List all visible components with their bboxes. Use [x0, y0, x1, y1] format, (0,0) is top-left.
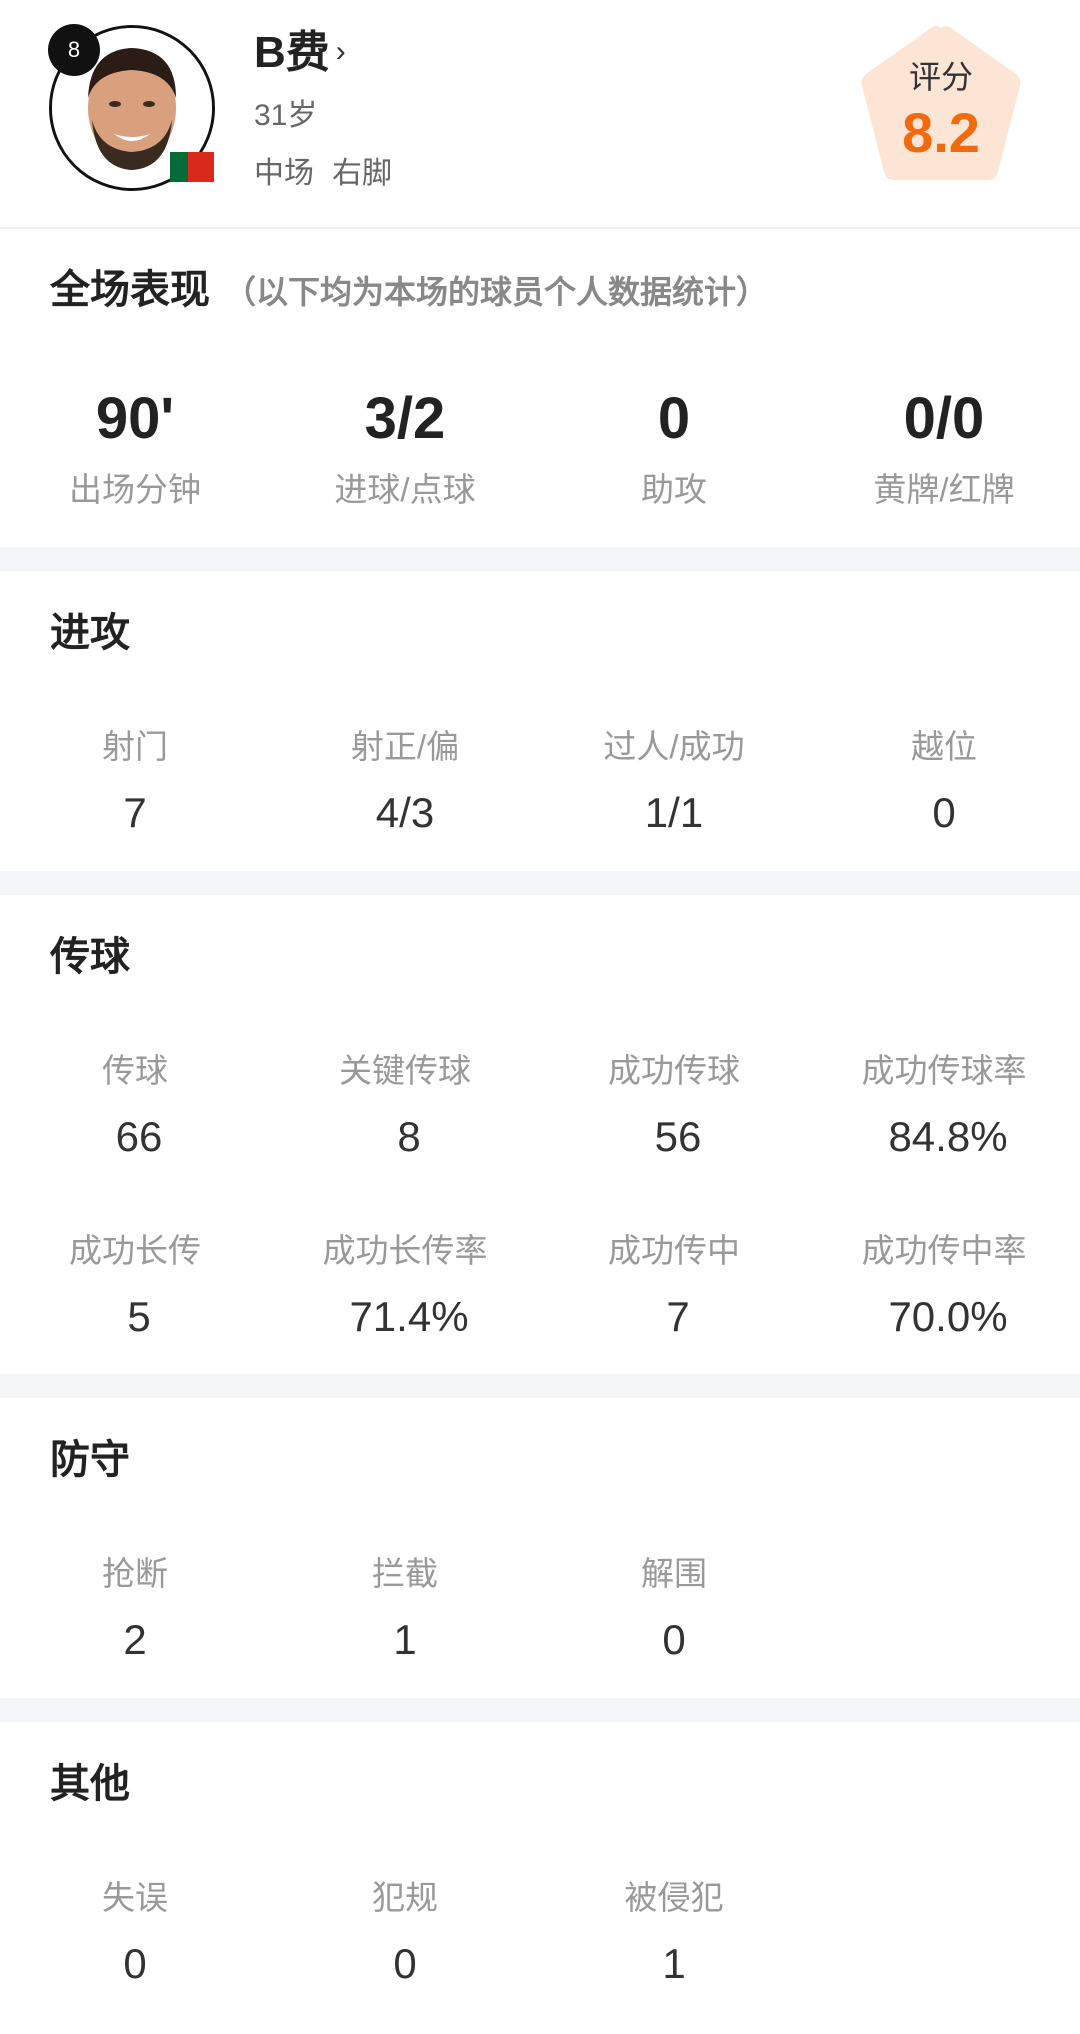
stat-value: 71.4%: [349, 1293, 469, 1340]
overall-stat-value: 90': [95, 386, 175, 451]
defense-section: 防守抢断 2 拦截 1 解围 0: [0, 1398, 1080, 1698]
player-position: 中场: [254, 157, 314, 190]
stat-value: 66: [115, 1113, 163, 1160]
player-age: 31岁: [254, 99, 318, 132]
overall-stat-label: 黄牌/红牌: [873, 471, 1015, 508]
stat-label: 越位: [911, 728, 977, 765]
overall-title-text: 全场表现: [50, 268, 210, 312]
stat-value: 1/1: [644, 789, 704, 836]
overall-stat-value: 3/2: [364, 386, 446, 451]
defense-title: 防守: [50, 1438, 130, 1482]
stat-label: 射正/偏: [350, 728, 460, 765]
stat-value: 56: [654, 1113, 702, 1160]
overall-stat-label: 出场分钟: [69, 471, 201, 508]
stat-label: 过人/成功: [603, 728, 745, 765]
stat-value: 4/3: [375, 789, 435, 836]
stat-value: 0: [932, 789, 956, 836]
overall-section: 全场表现 （以下均为本场的球员个人数据统计） 90' 出场分钟 3/2 进球/点球 0 助攻…: [0, 229, 1080, 547]
stat-label: 被侵犯: [624, 1879, 724, 1916]
passing-title: 传球: [50, 935, 130, 979]
rating-value: 8.2: [902, 101, 980, 164]
stat-value: 5: [127, 1293, 151, 1340]
overall-stat-label: 进球/点球: [334, 471, 476, 508]
stat-label: 失误: [102, 1879, 168, 1916]
player-name: B费: [254, 28, 330, 77]
rating-pentagon-icon: [861, 26, 1021, 180]
section-divider: [0, 547, 1080, 571]
section-divider: [0, 1374, 1080, 1398]
overall-title: 全场表现 （以下均为本场的球员个人数据统计）: [50, 265, 768, 317]
stat-label: 成功传中率: [861, 1232, 1027, 1269]
stat-label: 抢断: [102, 1555, 168, 1592]
other-section: 其他失误 0 犯规 0 被侵犯 1: [0, 1722, 1080, 2022]
section-divider: [0, 1698, 1080, 1722]
stat-value: 2: [123, 1616, 147, 1663]
rating-label: 评分: [908, 59, 973, 95]
stat-value: 1: [393, 1616, 417, 1663]
stat-label: 解围: [641, 1555, 707, 1592]
stat-value: 1: [662, 1940, 686, 1987]
stat-value: 70.0%: [888, 1293, 1008, 1340]
stat-label: 成功传球率: [861, 1052, 1027, 1089]
other-title: 其他: [50, 1762, 130, 1806]
stat-label: 传球: [102, 1052, 168, 1089]
stat-value: 8: [397, 1113, 421, 1160]
section-divider: [0, 871, 1080, 895]
player-name-link[interactable]: B费 ›: [254, 22, 346, 83]
attack-section: 进攻射门 7 射正/偏 4/3 过人/成功 1/1 越位 0: [0, 571, 1080, 871]
stat-value: 84.8%: [888, 1113, 1008, 1160]
attack-title: 进攻: [50, 611, 130, 655]
passing-section: 传球 传球 66 关键传球 8 成功传球 56 成功传球率 84.8% 成功长传 5 成功长传率 71.…: [0, 895, 1080, 1374]
stat-label: 关键传球: [339, 1052, 471, 1089]
stat-label: 成功传球: [608, 1052, 740, 1089]
chevron-right-icon: ›: [335, 35, 346, 68]
overall-stat-value: 0/0: [903, 386, 985, 451]
overall-stat-label: 助攻: [641, 471, 707, 508]
stat-label: 成功长传率: [322, 1232, 488, 1269]
jersey-number-badge: 8: [48, 24, 100, 76]
stat-label: 成功传中: [608, 1232, 740, 1269]
overall-stat-value: 0: [657, 386, 691, 451]
stat-label: 拦截: [372, 1555, 438, 1592]
overall-subtitle: （以下均为本场的球员个人数据统计）: [224, 274, 769, 310]
player-foot: 右脚: [332, 157, 392, 190]
stat-value: 7: [123, 789, 147, 836]
portugal-flag-icon: [170, 152, 214, 182]
stat-label: 犯规: [372, 1879, 438, 1916]
stat-value: 0: [393, 1940, 417, 1987]
stat-value: 7: [666, 1293, 690, 1340]
player-header: 8 B费 › 31岁 中场 右脚 评分 8.2: [0, 0, 1080, 229]
stat-label: 成功长传: [69, 1232, 201, 1269]
stat-value: 0: [662, 1616, 686, 1663]
stat-value: 0: [123, 1940, 147, 1987]
stat-label: 射门: [102, 728, 168, 765]
player-info: 中场 右脚: [254, 154, 392, 194]
